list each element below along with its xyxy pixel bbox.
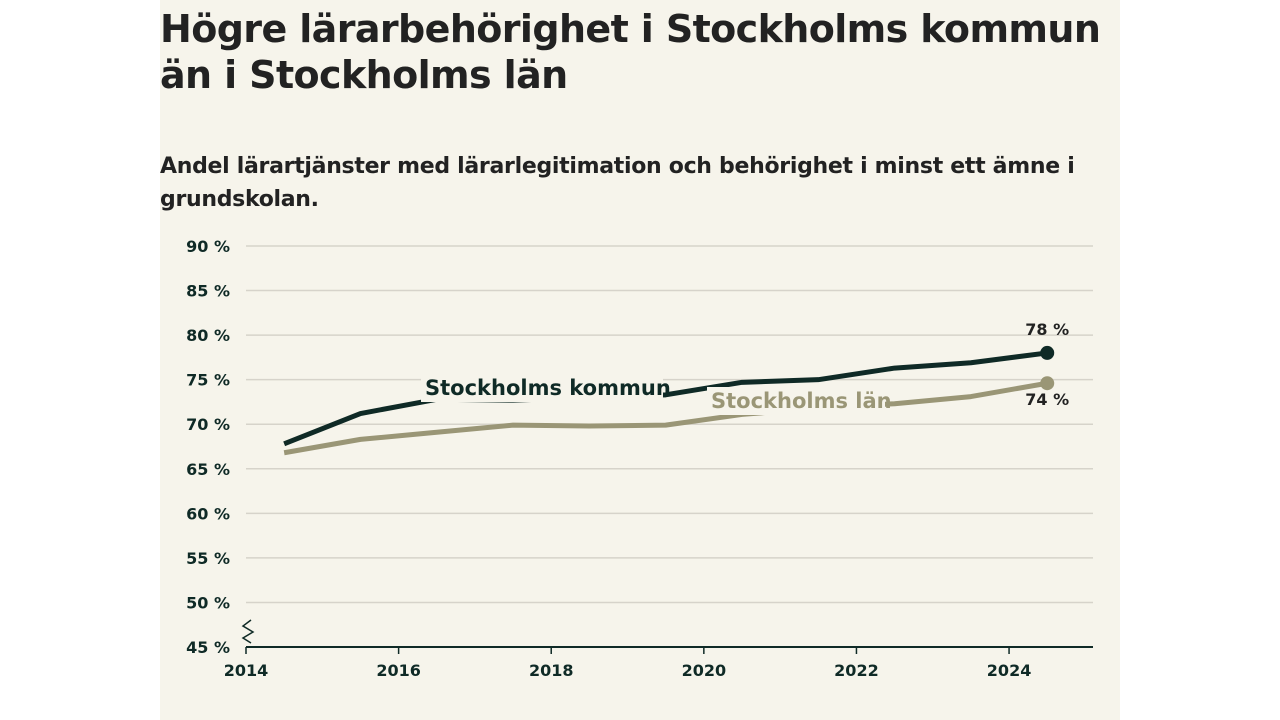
series-line (283, 350, 1048, 447)
series-label-bg (707, 387, 885, 415)
series-line (283, 380, 1048, 456)
y-tick-label: 45 % (186, 638, 230, 657)
series-label: Stockholms län (711, 389, 892, 413)
series-end-value-label: 78 % (1025, 320, 1069, 339)
y-tick-label: 90 % (186, 237, 230, 256)
y-tick-label: 60 % (186, 504, 230, 523)
x-tick-labels: 2014 2016 2018 2020 2022 2024 (224, 661, 1032, 680)
chart-title: Högre lärarbehörighet i Stockholms kommu… (160, 7, 1101, 97)
series-lines (283, 345, 1055, 456)
series-end-marker (1040, 345, 1055, 360)
series-end-value-label: 74 % (1025, 390, 1069, 409)
chart-subtitle: Andel lärartjänster med lärarlegitimatio… (160, 154, 1075, 212)
y-tick-label: 50 % (186, 593, 230, 612)
x-tick-label: 2024 (987, 661, 1032, 680)
x-tick-label: 2014 (224, 661, 269, 680)
y-tick-label: 85 % (186, 282, 230, 301)
y-tick-label: 70 % (186, 415, 230, 434)
y-tick-labels: 45 % 50 % 55 % 60 % 65 % 70 % 75 % 80 % 85 % 90 % (186, 237, 230, 657)
x-axis (241, 619, 1093, 654)
y-tick-label: 80 % (186, 326, 230, 345)
series-annotations: Stockholms kommun 78 % Stockholms län 74 % (421, 320, 1069, 415)
y-tick-label: 75 % (186, 371, 230, 390)
series-label: Stockholms kommun (425, 376, 671, 400)
grid-lines (246, 245, 1093, 604)
x-tick-label: 2022 (834, 661, 879, 680)
y-tick-label: 55 % (186, 549, 230, 568)
y-tick-label: 65 % (186, 460, 230, 479)
chart-panel (160, 0, 1120, 720)
x-tick-label: 2020 (682, 661, 727, 680)
axis-break-icon (241, 619, 255, 644)
x-tick-label: 2018 (529, 661, 574, 680)
x-tick-label: 2016 (376, 661, 421, 680)
series-end-marker (1040, 376, 1055, 391)
series-label-bg (421, 374, 663, 402)
